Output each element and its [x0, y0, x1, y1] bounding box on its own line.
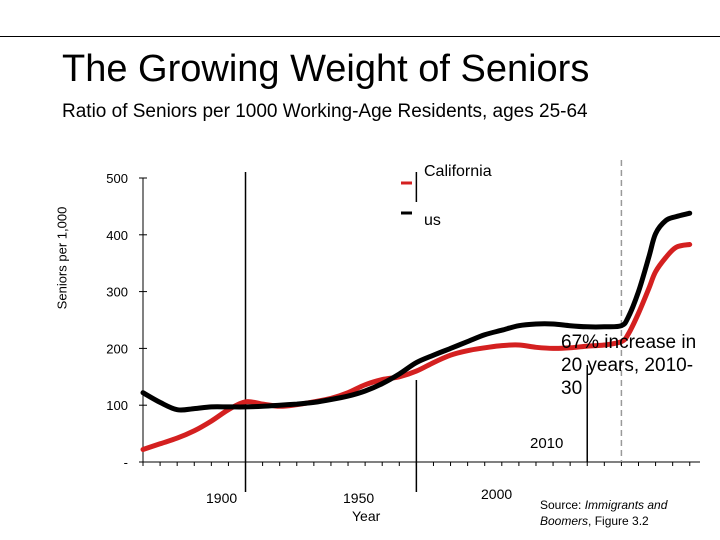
y-tick-label: 400 — [106, 228, 128, 243]
y-tick-label: 200 — [106, 341, 128, 356]
legend-label-california: California — [424, 163, 492, 180]
x-axis-label: Year — [352, 508, 381, 524]
y-tick-label: 500 — [106, 171, 128, 186]
series-line-california — [140, 242, 693, 452]
x-tick-label-2000: 2000 — [481, 486, 513, 502]
legend-label-us: us — [424, 212, 441, 229]
page-title: The Growing Weight of Seniors — [62, 48, 590, 90]
reference-lines — [244, 160, 623, 492]
chart-subtitle: Ratio of Seniors per 1000 Working-Age Re… — [62, 101, 588, 122]
source-suffix: , Figure 3.2 — [588, 514, 649, 528]
x-tick-label-1950: 1950 — [343, 490, 375, 506]
source-prefix: Source: — [540, 498, 585, 512]
y-tick-label: - — [124, 455, 128, 470]
source-book: Immigrants and Boomers — [540, 498, 668, 528]
y-tick-label: 100 — [106, 398, 128, 413]
legend — [401, 181, 412, 215]
marker-2010-label: 2010 — [530, 435, 564, 452]
top-rule — [0, 36, 720, 37]
axes: - 100 200 300 400 500 — [106, 171, 700, 470]
source-note: Source: Immigrants and Boomers, Figure 3… — [540, 497, 715, 529]
y-tick-label: 300 — [106, 285, 128, 300]
x-tick-label-1900: 1900 — [206, 490, 238, 506]
annotation-increase: 67% increase in 20 years, 2010-30 — [561, 332, 697, 399]
series-line-us — [140, 210, 693, 413]
series-lines — [140, 210, 693, 452]
